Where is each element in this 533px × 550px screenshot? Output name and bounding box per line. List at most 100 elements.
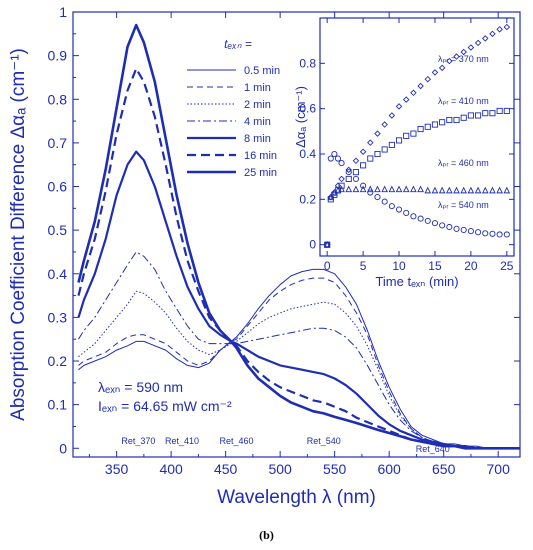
inset-x-axis-label: Time tₑₓₙ (min): [375, 274, 458, 289]
legend-label: 0.5 min: [244, 65, 280, 77]
inset-point-circle: [503, 231, 510, 238]
inset-point-square: [503, 107, 510, 114]
y-tick-label: 0.8: [48, 91, 68, 107]
inset-y-tick-label: 0.6: [299, 102, 316, 116]
inset-point-triangle: [460, 186, 468, 194]
plot-frame: [72, 11, 521, 458]
inset-point-square: [431, 121, 439, 128]
inset-point-square: [395, 137, 403, 144]
x-tick-label: 550: [323, 461, 347, 477]
x-tick-label: 650: [432, 461, 456, 477]
inset-point-circle: [324, 241, 331, 248]
inset-point-square: [374, 150, 381, 158]
x-axis-label: Wavelength λ (nm): [217, 487, 376, 508]
inset-point-circle: [395, 206, 403, 213]
inset-y-tick-label: 0.2: [299, 192, 316, 206]
inset-point-square: [410, 130, 417, 137]
x-tick-label: 700: [487, 461, 511, 477]
inset-point-triangle: [374, 185, 381, 193]
inset-point-diamond: [424, 75, 432, 83]
y-tick-label: 1: [59, 4, 67, 20]
inset-x-tick-label: 0: [324, 259, 331, 273]
series-line-16-min: [77, 67, 520, 450]
inset-y-axis-label: Δαₐ (cm⁻¹): [293, 86, 308, 148]
y-tick-label: 0.6: [48, 179, 68, 195]
inset-point-triangle: [388, 185, 396, 193]
inset-point-circle: [381, 198, 388, 205]
marker-label-Ret_410: Ret_410: [165, 436, 199, 446]
figure-canvas: 350 400 450 500 550 600 650 70000.10.20.30.40.5…: [8, 4, 521, 508]
inset-point-square: [439, 119, 446, 126]
inset-point-diamond: [352, 157, 360, 165]
inset-x-tick-label: 15: [428, 259, 442, 273]
inset-point-triangle: [474, 186, 482, 194]
inset-point-circle: [338, 160, 345, 167]
main-chart: 350 400 450 500 550 600 650 70000.10.20.30.40.5…: [8, 4, 521, 508]
series-line-2-min: [78, 290, 520, 449]
legend-title: tₑₓₙ =: [224, 37, 252, 51]
inset-point-square: [388, 141, 395, 148]
inset-point-triangle: [359, 185, 367, 193]
legend-label: 16 min: [244, 150, 277, 162]
inset-series-label: λₚᵣ = 540 nm: [438, 200, 489, 210]
inset-point-diamond: [474, 39, 482, 47]
inset-x-tick-label: 20: [464, 259, 478, 273]
inset-point-circle: [496, 231, 503, 238]
inset-point-triangle: [467, 186, 475, 194]
inset-point-square: [352, 169, 359, 176]
inset-x-tick-label: 25: [500, 259, 514, 273]
inset-point-triangle: [402, 185, 410, 193]
inset-point-triangle: [446, 186, 453, 194]
inset-chart: 0 5 10 15 20 25 0 0.2 0.4 0.6 0.8 Time tₑₓₙ (min) Δα…: [293, 17, 515, 289]
legend-label: 8 min: [244, 133, 271, 145]
y-tick-label: 0.4: [48, 266, 68, 282]
inset-point-circle: [439, 222, 446, 229]
inset-point-triangle: [489, 186, 496, 194]
inset-series-label: λₚᵣ = 460 nm: [438, 158, 489, 168]
inset-point-triangle: [424, 186, 432, 194]
inset-point-square: [360, 162, 367, 169]
inset-point-circle: [345, 169, 352, 176]
inset-point-triangle: [366, 185, 374, 193]
inset-point-square: [446, 116, 453, 124]
inset-point-triangle: [431, 186, 439, 194]
inset-point-circle: [374, 194, 381, 201]
inset-point-diamond: [489, 30, 496, 38]
inset-x-tick-label: 5: [360, 259, 367, 273]
inset-point-diamond: [367, 139, 374, 146]
inset-point-circle: [331, 150, 338, 158]
inset-series-label: λₚᵣ = 410 nm: [438, 96, 489, 106]
y-tick-label: 0.5: [48, 222, 68, 238]
inset-point-square: [489, 110, 496, 117]
inset-frame: [319, 17, 515, 257]
inset-point-diamond: [453, 53, 460, 60]
inset-point-circle: [467, 228, 474, 235]
marker-label-Ret_460: Ret_460: [220, 436, 254, 446]
inset-point-circle: [403, 209, 410, 216]
inset-point-diamond: [388, 112, 396, 119]
inset-point-diamond: [381, 121, 388, 128]
inset-point-circle: [410, 213, 417, 220]
inset-point-square: [345, 175, 352, 182]
annotation-intensity: Iₑₓₙ = 64.65 mW cm⁻²: [98, 398, 232, 414]
marker-label-Ret_540: Ret_540: [307, 436, 341, 446]
series-line-25-min: [77, 23, 520, 450]
x-tick-label: 350: [105, 461, 129, 477]
inset-point-square: [475, 112, 482, 119]
inset-point-triangle: [338, 185, 345, 193]
inset-point-circle: [475, 229, 482, 236]
inset-series-label: λₚᵣ = 370 nm: [438, 54, 489, 64]
inset-y-tick-label: 0.4: [299, 147, 316, 161]
inset-point-triangle: [453, 186, 460, 194]
inset-point-diamond: [338, 175, 345, 183]
inset-point-triangle: [327, 193, 335, 201]
inset-point-circle: [446, 223, 453, 231]
inset-point-triangle: [381, 185, 388, 193]
inset-point-diamond: [359, 148, 367, 155]
marker-label-Ret_640: Ret_640: [416, 444, 450, 454]
y-tick-label: 0.7: [48, 135, 68, 151]
inset-point-triangle: [352, 185, 360, 193]
legend-label: 2 min: [244, 99, 271, 111]
inset-point-diamond: [374, 130, 381, 137]
y-tick-label: 0: [59, 440, 67, 456]
